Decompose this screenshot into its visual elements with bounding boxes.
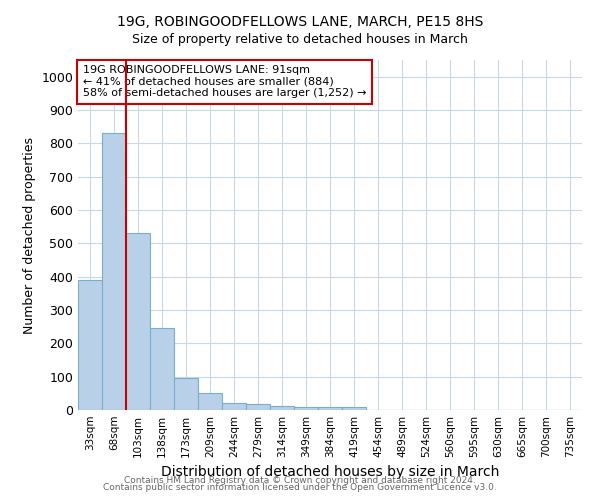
- Bar: [318, 408, 342, 410]
- Bar: [222, 404, 246, 410]
- Bar: [270, 406, 294, 410]
- Bar: [150, 328, 174, 410]
- Bar: [294, 408, 318, 410]
- X-axis label: Distribution of detached houses by size in March: Distribution of detached houses by size …: [161, 466, 499, 479]
- Bar: [342, 408, 366, 410]
- Bar: [198, 394, 222, 410]
- Y-axis label: Number of detached properties: Number of detached properties: [23, 136, 36, 334]
- Text: Contains HM Land Registry data © Crown copyright and database right 2024.: Contains HM Land Registry data © Crown c…: [124, 476, 476, 485]
- Text: 19G ROBINGOODFELLOWS LANE: 91sqm
← 41% of detached houses are smaller (884)
58% : 19G ROBINGOODFELLOWS LANE: 91sqm ← 41% o…: [83, 66, 367, 98]
- Bar: [126, 234, 150, 410]
- Bar: [174, 378, 198, 410]
- Text: Size of property relative to detached houses in March: Size of property relative to detached ho…: [132, 32, 468, 46]
- Bar: [78, 280, 102, 410]
- Text: 19G, ROBINGOODFELLOWS LANE, MARCH, PE15 8HS: 19G, ROBINGOODFELLOWS LANE, MARCH, PE15 …: [117, 15, 483, 29]
- Bar: [102, 134, 126, 410]
- Text: Contains public sector information licensed under the Open Government Licence v3: Contains public sector information licen…: [103, 484, 497, 492]
- Bar: [246, 404, 270, 410]
